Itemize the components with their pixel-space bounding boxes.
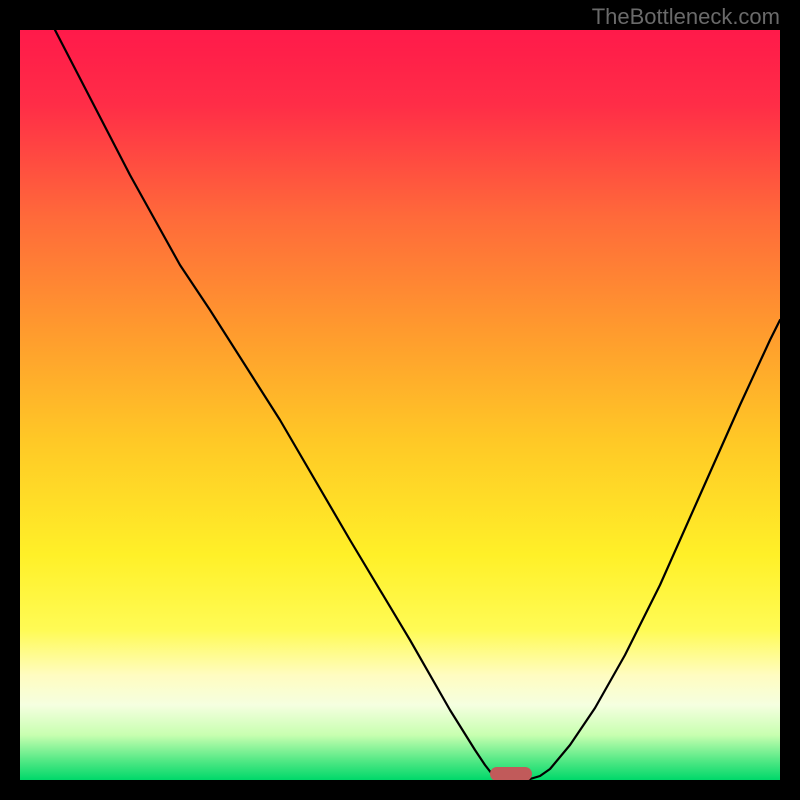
watermark-text: TheBottleneck.com [592, 4, 780, 30]
bottleneck-curve [20, 30, 780, 780]
plot-area [20, 30, 780, 780]
optimal-marker [490, 767, 532, 780]
chart-container: TheBottleneck.com [0, 0, 800, 800]
